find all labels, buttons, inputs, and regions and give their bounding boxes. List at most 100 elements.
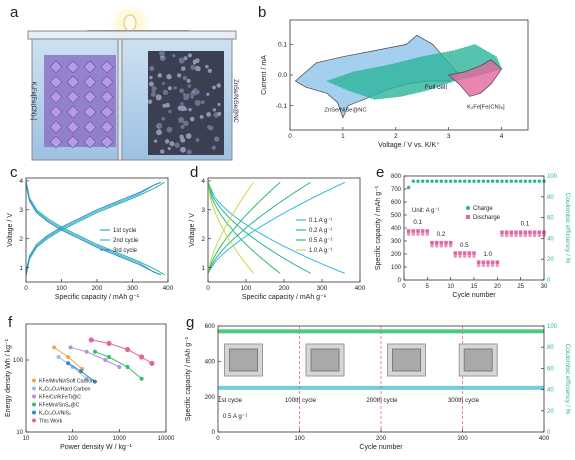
y-tick-label: 200 [205,394,216,401]
octahedron-shape [49,105,63,119]
x-tick-label: 100 [294,435,305,442]
discharge-point [495,263,500,268]
charge-point [453,251,458,255]
charge-point [434,240,439,245]
octahedron-shape [49,60,63,74]
panel-b-cv-chart: 0 1 2 3 4 0.1 0.0 -0.1 Voltage / V vs. K/K⁺ Curre… [261,19,529,149]
legend-label: This Work [39,419,63,425]
charge-point [523,230,528,235]
y2-tick-label: 80 [547,345,554,351]
charge-point [486,260,490,264]
y-tick-label: 2 [19,236,23,243]
cycle-label: 300th cycle [448,397,480,404]
ce-point [472,179,476,183]
y-tick-label: 700 [391,187,402,193]
octahedron-shape [100,60,114,74]
octahedron-shape [83,75,97,89]
charge-curve [207,181,311,274]
charge-point [495,260,500,264]
nanoparticle-dot [157,73,163,78]
y-tick-label: 100 [391,265,402,271]
x-tick-label: 400 [355,285,366,292]
x-tick-label: 4 [500,133,504,140]
plot-frame [25,323,167,433]
nanoparticle-dot [186,149,192,155]
x-tick-label: 200 [279,285,290,292]
ce-point [453,179,458,183]
cycle-label: 1st cycle [218,397,243,404]
ce-point [523,179,528,183]
ce-point [486,179,490,183]
x-axis-label: Power density W / kg⁻¹ [60,444,132,451]
ragone-point [106,340,112,347]
charge-curve [207,181,346,274]
y-tick-label: 1 [19,265,23,272]
panel-a-cell-schematic: K₂Fe[Fe(CN)₆] ZnSe/NiSe@NC [27,5,238,161]
x-tick-label: 3 [447,133,451,140]
discharge-curve [25,185,162,276]
ragone-point [92,379,97,384]
x-tick-label: 30 [541,284,548,290]
charge-point [416,229,420,233]
y-tick-label: 200 [391,252,402,258]
discharge-point [514,233,518,238]
charge-point [490,260,495,264]
nanoparticle-dot [178,57,185,64]
charge-point [425,229,430,233]
x-tick-label: 0 [288,133,292,140]
nanoparticle-dot [169,141,175,147]
ce-point [434,179,439,183]
legend-label: 0.1 A g⁻¹ [309,218,333,224]
nanoparticle-dot [212,85,216,90]
ce-point [430,179,434,183]
octahedron-shape [83,105,97,119]
discharge-point [411,232,416,236]
octahedron-shape [83,60,97,74]
charge-point [476,260,481,264]
y2-tick-label: 60 [547,366,554,372]
ragone-point [106,355,111,360]
legend-swatch [32,386,36,391]
ragone-line [91,339,153,364]
legend-swatch [32,394,36,399]
discharge-point [439,244,444,248]
discharge-point [500,233,504,238]
ce-point [509,179,514,183]
y2-tick-label: 80 [547,195,554,201]
ce-point [458,179,462,183]
nanoparticle-dot [186,78,191,83]
charge-point [472,251,476,255]
ce-point [420,179,425,183]
nanoparticle-dot [179,88,185,94]
ce-point [537,179,542,183]
y2-tick-label: 100 [547,174,558,180]
panel-label-e: e [376,164,385,181]
nanoparticle-dot [148,81,154,87]
octahedron-shape [49,75,63,89]
pouch-cell-body [310,348,340,372]
nanoparticle-dot [216,83,221,88]
nanoparticle-dot [180,146,186,153]
x-tick-label: 0 [206,285,210,292]
unit-label: Unit: A g⁻¹ [412,208,440,214]
discharge-curve [207,182,281,274]
legend-label: K₂Cr₂O₇//Hard Carbon [39,387,90,393]
panel-label-g: g [186,314,195,331]
rate-label: 0.1 [521,220,530,227]
octahedron-shape [100,120,114,134]
ce-point [462,179,467,183]
y-axis-label: Voltage / V [189,213,196,247]
y-tick-label: 0.0 [278,72,287,79]
ce-point [439,179,444,183]
ce-point [448,179,453,183]
cathode-label: K₂Fe[Fe(CN)₆] [30,82,36,121]
legend-label: 0.2 A g⁻¹ [309,228,333,234]
nanoparticle-dot [182,75,188,81]
y2-tick-label: 20 [547,409,554,415]
annotation-cathode: K₂Fe[Fe(CN)₆] [467,105,505,111]
x-tick-label: 100 [68,436,79,442]
octahedron-shape [83,135,97,149]
y-tick-label: 0.1 [278,42,287,49]
charge-point [430,240,434,245]
